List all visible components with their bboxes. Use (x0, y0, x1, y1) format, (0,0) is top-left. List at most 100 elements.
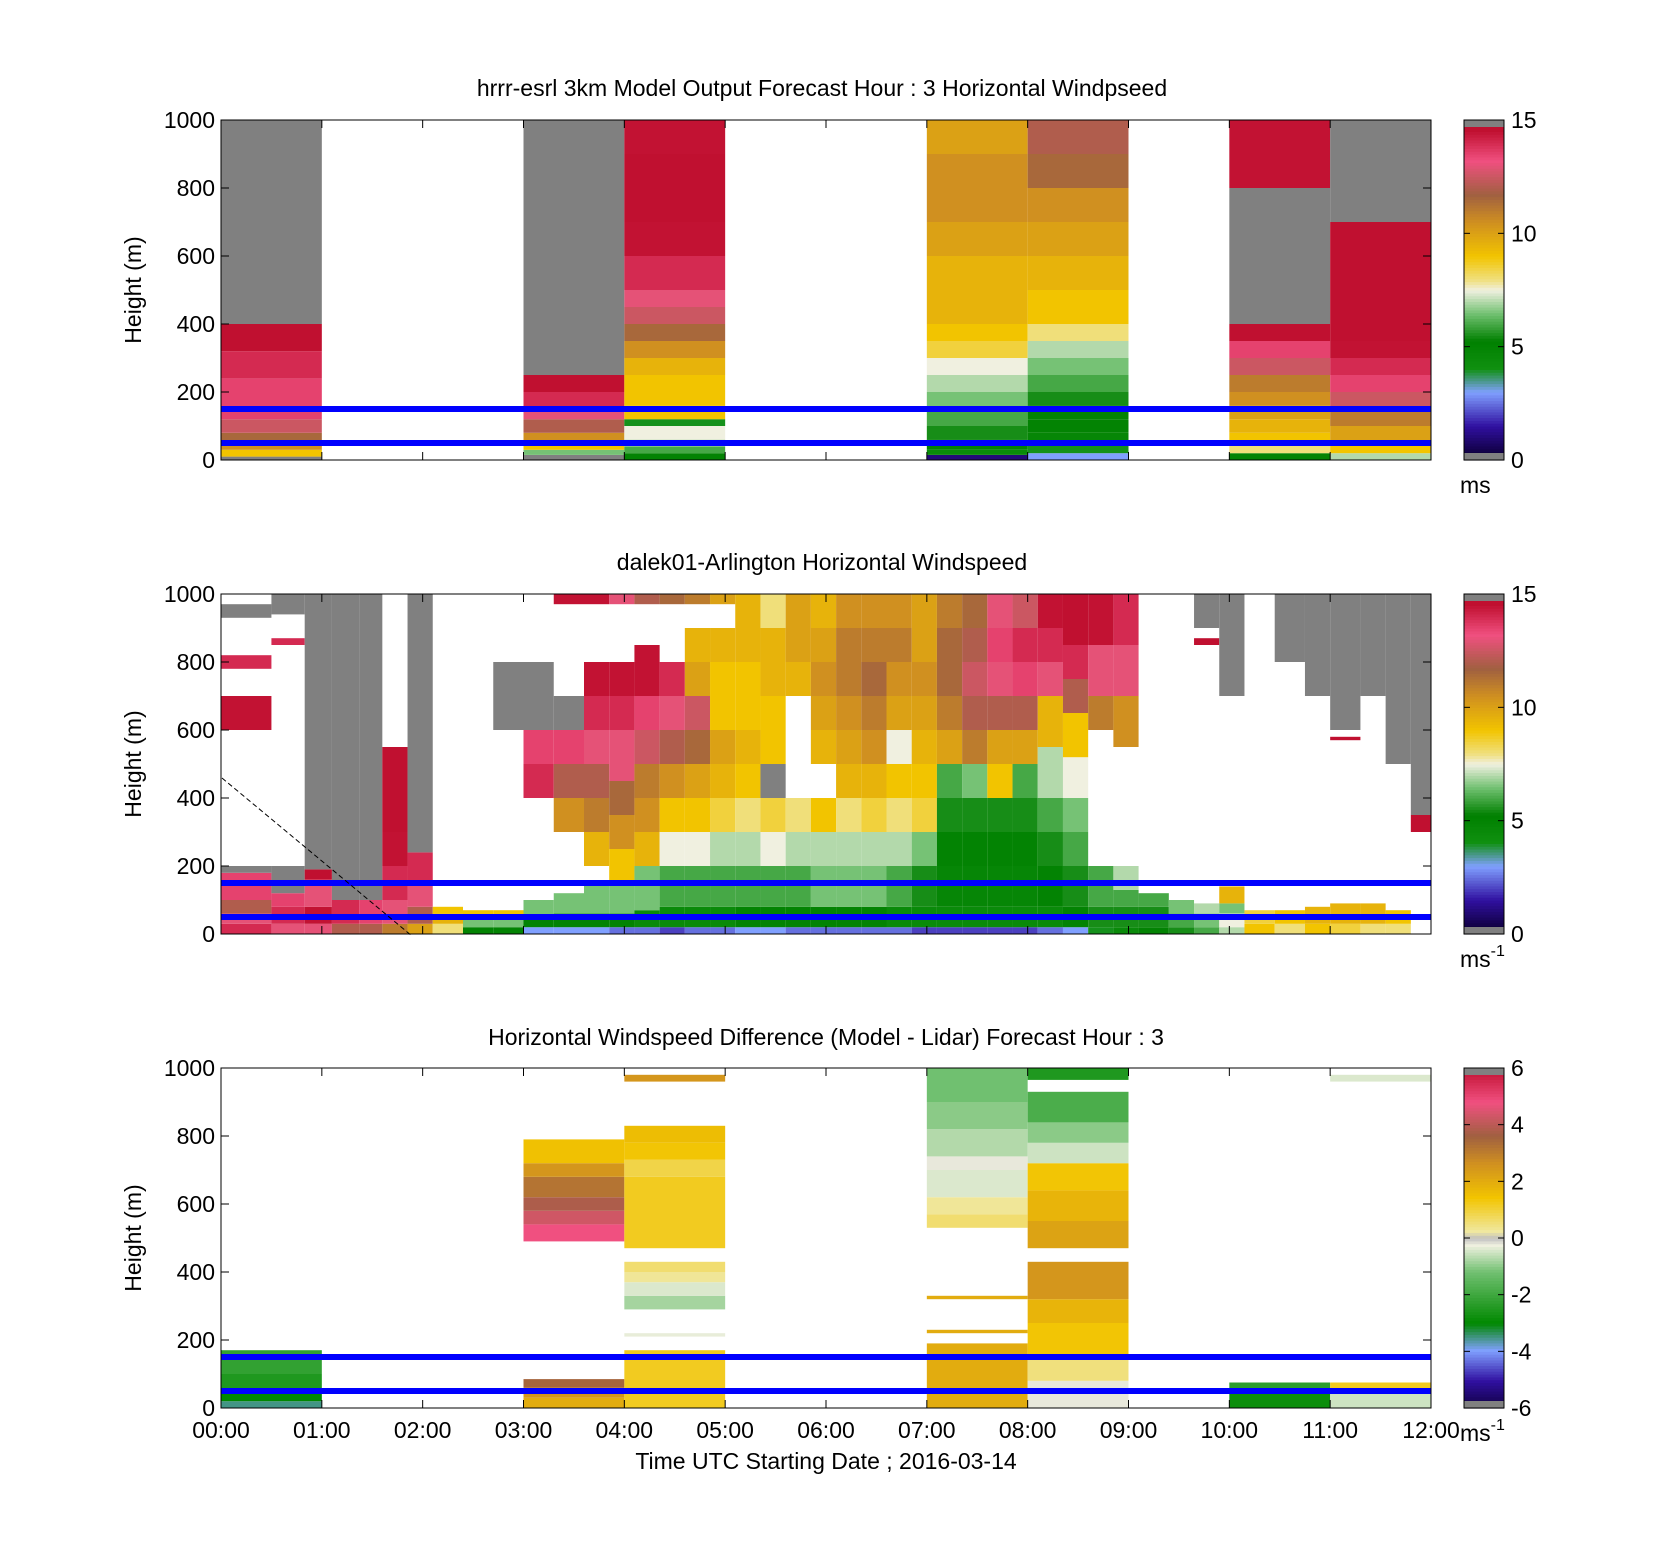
y-tick-label: 800 (177, 649, 215, 675)
colorbar-swatch (1464, 397, 1504, 402)
colorbar-swatch (1464, 1223, 1504, 1228)
colorbar-swatch (1464, 358, 1504, 362)
heatmap-cell (624, 1074, 726, 1082)
heatmap-cell (936, 866, 963, 907)
heatmap-cell (1027, 290, 1129, 324)
axis-ticks: 0 200 400 600 800 1000 (164, 581, 1432, 947)
y-tick-label: 200 (177, 853, 215, 879)
heatmap-cell (624, 154, 726, 188)
heatmap-cell (523, 1224, 625, 1242)
heatmap-cell (1027, 1221, 1129, 1249)
colorbar-swatch (1464, 778, 1504, 782)
heatmap-cell (861, 832, 887, 866)
colorbar-swatch (1464, 414, 1504, 419)
colorbar-swatch (1464, 315, 1504, 319)
heatmap-cell (987, 927, 1013, 934)
heatmap-cell (1385, 594, 1411, 764)
heatmap-cell (1330, 120, 1431, 222)
heatmap-cell (1027, 358, 1129, 375)
colorbar-swatch (1464, 738, 1504, 742)
heatmap-cell (523, 432, 625, 443)
colorbar-swatch (1464, 403, 1504, 407)
colorbar-tick-label: 10 (1511, 220, 1537, 246)
heatmap-cell (936, 927, 963, 934)
colorbar-swatch (1464, 1374, 1504, 1378)
colorbar-swatch (1464, 800, 1504, 805)
colorbar-swatch (1464, 840, 1504, 844)
heatmap-cell (810, 798, 837, 832)
colorbar-swatch (1464, 696, 1504, 700)
colorbar-frame (1463, 593, 1505, 935)
colorbar-swatch (1464, 1286, 1504, 1290)
heatmap-cell (271, 866, 305, 894)
colorbar-swatch (1464, 922, 1504, 927)
y-tick-label: 1000 (164, 107, 215, 133)
heatmap-cell (785, 594, 811, 628)
heatmap-cell (810, 927, 837, 934)
heatmap-cell (1062, 927, 1089, 934)
heatmap-cell (221, 432, 322, 443)
heatmap-cell (1027, 1091, 1129, 1123)
colorbar-swatch (1464, 142, 1504, 147)
colorbar-swatch (1464, 1121, 1504, 1126)
colorbar-swatch (1464, 1388, 1504, 1392)
colorbar-swatch (1464, 1368, 1504, 1372)
colorbar-tick-label: 15 (1511, 581, 1537, 607)
heatmap-cell (861, 798, 887, 832)
heatmap-cell (962, 730, 988, 764)
colorbar-swatch (1464, 781, 1504, 785)
heatmap-cell (810, 832, 837, 866)
heatmap-cell (221, 324, 322, 352)
colorbar-swatch (1464, 1107, 1504, 1112)
colorbar-swatch (1464, 1087, 1504, 1092)
heatmap-cell (1037, 662, 1063, 696)
heatmap-cell (684, 866, 711, 907)
heatmap-cell (684, 927, 711, 934)
heatmap-cell (1219, 927, 1245, 934)
panel-title: hrrr-esrl 3km Model Output Forecast Hour… (477, 75, 1167, 101)
heatmap-cell (1304, 923, 1331, 934)
heatmap-cell (1027, 1163, 1129, 1191)
heatmap-cell (624, 358, 726, 375)
heatmap-cell (926, 341, 1028, 358)
heatmap-cell (609, 730, 635, 781)
heatmap-cell (962, 662, 988, 696)
colorbar-swatch (1464, 775, 1504, 779)
colorbar-swatch (1464, 196, 1504, 200)
colorbar-swatch (1464, 806, 1504, 810)
heatmap-cell (221, 866, 272, 873)
colorbar-swatch (1464, 355, 1504, 359)
x-tick-label: 02:00 (394, 1417, 452, 1443)
colorbar-swatch (1464, 1215, 1504, 1219)
heatmap-cell (836, 927, 862, 934)
colorbar-swatch (1464, 741, 1504, 745)
colorbar-swatch (1464, 1172, 1504, 1177)
colorbar-swatch (1464, 1201, 1504, 1205)
heatmap-cell (624, 426, 726, 440)
colorbar-swatch (1464, 298, 1504, 302)
heatmap-cell (1037, 866, 1063, 907)
colorbar-swatch (1464, 329, 1504, 334)
y-tick-label: 0 (202, 1395, 215, 1421)
colorbar-swatch (1464, 914, 1504, 918)
y-tick-label: 0 (202, 447, 215, 473)
heatmap-cell (221, 443, 322, 450)
heatmap-cell (553, 594, 584, 605)
heatmap-cell (962, 628, 988, 662)
heatmap-cell (936, 730, 963, 764)
colorbar-swatch (1464, 1138, 1504, 1143)
colorbar-swatch (1464, 151, 1504, 155)
heatmap-cell (221, 120, 322, 324)
colorbar-swatch (1464, 820, 1504, 825)
heatmap-cell (609, 849, 635, 883)
heatmap-cell (634, 730, 660, 764)
heatmap-cell (624, 222, 726, 256)
colorbar-swatch (1464, 1096, 1504, 1100)
heatmap-cell (609, 781, 635, 815)
colorbar-swatch (1464, 1136, 1504, 1140)
colorbar-swatch (1464, 267, 1504, 271)
heatmap-cell (624, 1261, 726, 1272)
colorbar-swatch (1464, 732, 1504, 737)
colorbar-swatch (1464, 270, 1504, 274)
heatmap-cell (1385, 923, 1411, 934)
